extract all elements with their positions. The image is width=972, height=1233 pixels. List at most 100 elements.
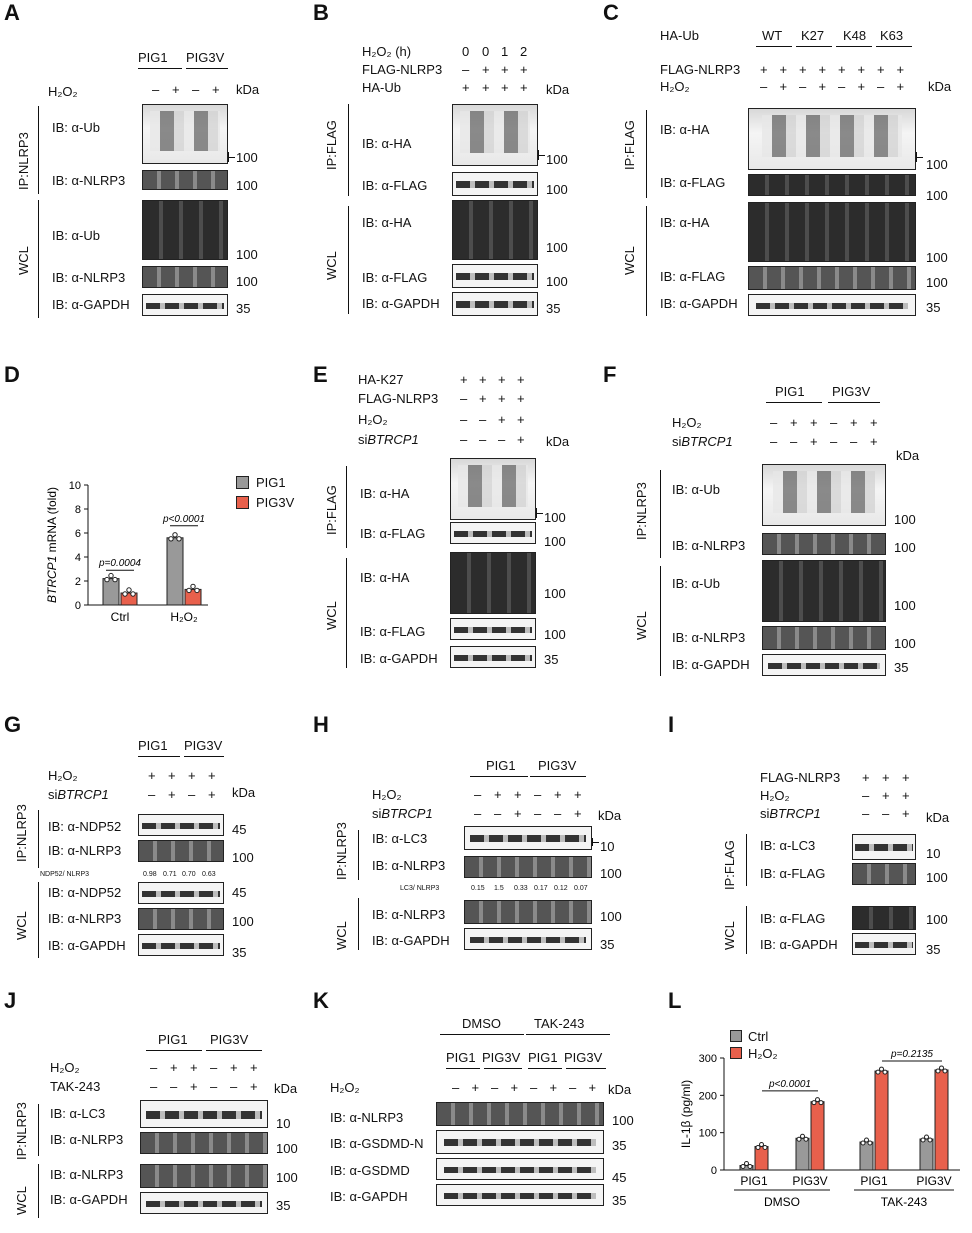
sign: – — [770, 415, 778, 430]
blot-a-wcl-gapdh — [142, 294, 228, 316]
sign: + — [170, 1060, 178, 1075]
sign: + — [208, 768, 216, 783]
sign: + — [517, 432, 525, 447]
legend-label-pig1: PIG1 — [256, 475, 286, 490]
sign: + — [760, 62, 768, 77]
ip-label: IP:NLRP3 — [16, 132, 31, 190]
blot-i-wcl-flag — [852, 906, 916, 930]
sign: + — [188, 768, 196, 783]
data-point — [194, 587, 200, 594]
panel-label-c: C — [603, 0, 619, 25]
y-tick-label: 300 — [699, 1053, 717, 1065]
sign: + — [554, 787, 562, 802]
data-point — [803, 1136, 809, 1142]
data-point — [927, 1137, 933, 1143]
data-point — [112, 576, 118, 583]
sign: + — [498, 391, 506, 406]
sign: + — [190, 1060, 198, 1075]
blot-g-wcl-ndp52 — [138, 882, 224, 904]
blot-h-wcl-gapdh — [464, 928, 592, 950]
data-point — [186, 587, 192, 594]
sign: – — [877, 79, 885, 94]
sign: + — [779, 79, 788, 94]
sign: + — [896, 79, 905, 94]
data-point — [939, 1065, 944, 1071]
sign: – — [882, 806, 890, 821]
data-point — [815, 1097, 820, 1103]
blot-a-wcl-nlrp3 — [142, 266, 228, 288]
bar — [934, 1069, 949, 1171]
panel-label-l: L — [668, 988, 682, 1013]
sign: – — [150, 1060, 158, 1075]
sign: + — [517, 372, 525, 387]
data-point — [942, 1068, 948, 1074]
sig-label: p=0.0004 — [98, 558, 141, 569]
sign: – — [474, 787, 482, 802]
data-point — [860, 1140, 866, 1146]
sign: + — [514, 787, 522, 802]
sign: + — [857, 79, 866, 94]
data-point — [924, 1134, 929, 1140]
sign: + — [877, 62, 885, 77]
data-point — [759, 1141, 764, 1147]
chart-l: 0 100 200 300 IL-1β (pg/ml) PIG1 PIG3V PIG1 PIG3… — [679, 1049, 960, 1209]
label-h2o2: H₂O₂ — [48, 84, 78, 99]
data-point — [875, 1069, 881, 1075]
y-tick-label: 0 — [711, 1165, 717, 1177]
sign: – — [460, 432, 468, 447]
group-label: TAK-243 — [881, 1195, 928, 1209]
sign: – — [479, 412, 487, 427]
blot-c-wcl-ha — [748, 202, 916, 262]
data-point — [811, 1100, 817, 1106]
y-tick-label: 100 — [699, 1128, 717, 1140]
sign: + — [549, 1080, 558, 1095]
sign: – — [830, 415, 838, 430]
sign: + — [862, 770, 870, 785]
panel-label-i: I — [668, 712, 675, 737]
sign: – — [569, 1080, 577, 1095]
data-point — [126, 587, 132, 593]
sign: + — [250, 1060, 258, 1075]
blot-e-ip-flag — [450, 522, 536, 544]
blot-i-wcl-gapdh — [852, 933, 916, 955]
bar — [166, 537, 184, 606]
blot-c-ip-flag — [748, 174, 916, 196]
chart-d: 0 2 4 6 8 10 BTRCP1 mRNA (fold) Ctrl H₂O₂ p=0.000… — [45, 480, 208, 624]
sign: – — [491, 1080, 499, 1095]
blot-b-wcl-ha — [452, 200, 538, 260]
blot-e-wcl-flag — [450, 618, 536, 640]
sign: – — [850, 434, 858, 449]
panel-label-f: F — [603, 362, 617, 387]
data-point — [740, 1164, 746, 1170]
blot-g-wcl-nlrp3 — [138, 908, 224, 930]
sig-label: p=0.2135 — [890, 1049, 933, 1060]
sign: + — [799, 62, 807, 77]
sign: + — [902, 788, 910, 803]
sign: – — [838, 79, 846, 94]
data-point — [747, 1164, 753, 1170]
data-point — [796, 1136, 802, 1142]
sign: + — [902, 770, 910, 785]
bar — [102, 578, 120, 606]
header-pig1: PIG1 — [138, 50, 168, 65]
sign: + — [148, 768, 156, 783]
sign: + — [498, 372, 506, 387]
data-point — [104, 576, 110, 583]
sign: – — [474, 806, 482, 821]
y-axis-label: BTRCP1 mRNA (fold) — [45, 487, 59, 603]
y-tick-label: 2 — [75, 576, 81, 588]
sign: – — [479, 432, 487, 447]
legend-label-pig3v: PIG3V — [256, 495, 295, 510]
blot-a-wcl-ub — [142, 200, 228, 260]
sign: – — [790, 434, 798, 449]
sign: + — [494, 787, 502, 802]
blot-b-wcl-gapdh — [452, 292, 538, 316]
sign: + — [168, 768, 176, 783]
blot-c-wcl-gapdh — [748, 294, 916, 316]
bar — [874, 1070, 889, 1171]
sign: – — [170, 1079, 178, 1094]
sig-label: p<0.0001 — [768, 1079, 811, 1090]
x-tick-label: PIG3V — [916, 1174, 951, 1188]
bar — [810, 1101, 825, 1171]
blot-i-ip-lc3 — [852, 834, 916, 860]
